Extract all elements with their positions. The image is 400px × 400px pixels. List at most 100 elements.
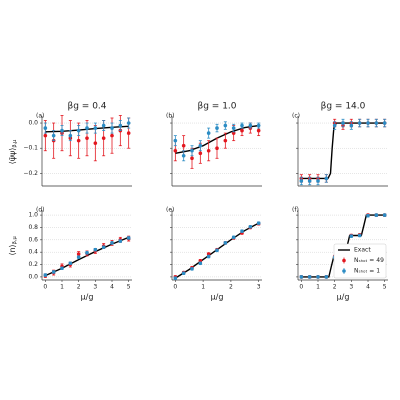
point bbox=[68, 133, 73, 138]
panel-label: (a) bbox=[36, 113, 44, 120]
point bbox=[181, 153, 186, 158]
x-axis-label: μ/g bbox=[337, 293, 350, 302]
point bbox=[366, 121, 370, 125]
point bbox=[324, 275, 329, 279]
x-tick-label: 5 bbox=[127, 284, 131, 291]
point bbox=[93, 126, 98, 130]
point bbox=[299, 275, 304, 279]
legend-label: Exact bbox=[354, 247, 371, 254]
x-axis-label: μ/g bbox=[81, 293, 94, 302]
point bbox=[256, 123, 261, 128]
point bbox=[173, 276, 178, 280]
point bbox=[382, 213, 387, 217]
x-tick-label: 0 bbox=[43, 284, 47, 291]
point bbox=[190, 267, 194, 271]
point bbox=[206, 131, 211, 135]
point bbox=[76, 128, 81, 133]
point bbox=[374, 121, 379, 125]
exact-line bbox=[301, 122, 385, 180]
point bbox=[76, 255, 81, 259]
x-tick-label: 0 bbox=[173, 284, 177, 291]
point bbox=[51, 133, 56, 138]
point bbox=[173, 138, 178, 143]
y-axis-label: ⟨ψ̄ψ⟩β,μ bbox=[8, 139, 18, 165]
point bbox=[181, 271, 186, 276]
point bbox=[126, 131, 131, 135]
x-axis-label: μ/g bbox=[211, 293, 224, 302]
point bbox=[231, 235, 236, 240]
x-tick-label: 2 bbox=[77, 284, 81, 291]
panel-title: βg = 1.0 bbox=[197, 102, 236, 112]
point bbox=[223, 241, 228, 245]
point bbox=[256, 221, 261, 225]
point bbox=[357, 121, 362, 125]
point bbox=[366, 213, 370, 218]
point bbox=[43, 126, 48, 130]
point bbox=[85, 126, 89, 130]
point bbox=[110, 126, 114, 130]
point bbox=[349, 123, 354, 128]
point bbox=[93, 247, 98, 252]
point bbox=[93, 141, 98, 145]
x-tick-label: 3 bbox=[349, 284, 353, 291]
point bbox=[110, 241, 114, 245]
point bbox=[223, 138, 228, 143]
point bbox=[307, 179, 312, 183]
x-tick-label: 0 bbox=[299, 284, 303, 291]
panel-label: (c) bbox=[292, 113, 300, 120]
x-tick-label: 4 bbox=[110, 284, 114, 291]
point bbox=[101, 245, 106, 250]
panel-label: (f) bbox=[292, 207, 299, 214]
y-axis-label: ⟨n⟩β,μ bbox=[8, 236, 18, 256]
point bbox=[60, 266, 64, 271]
point bbox=[206, 254, 211, 259]
point bbox=[198, 143, 203, 148]
point bbox=[68, 261, 73, 266]
point bbox=[316, 179, 320, 183]
point bbox=[382, 121, 387, 125]
point bbox=[248, 225, 253, 229]
point bbox=[324, 176, 329, 181]
point bbox=[349, 234, 354, 238]
point bbox=[85, 136, 89, 140]
point bbox=[173, 148, 178, 153]
y-tick-label: 0.2 bbox=[28, 261, 38, 268]
point bbox=[76, 138, 81, 143]
point bbox=[60, 128, 64, 133]
legend-swatch bbox=[342, 269, 346, 273]
y-tick-label: 0.0 bbox=[28, 273, 38, 280]
y-axis-label-main: ⟨n⟩ bbox=[8, 244, 17, 255]
point bbox=[332, 123, 337, 128]
point bbox=[240, 128, 244, 133]
point bbox=[190, 148, 194, 153]
x-tick-label: 3 bbox=[93, 284, 97, 291]
point bbox=[85, 251, 89, 255]
point bbox=[215, 126, 219, 130]
point bbox=[126, 121, 131, 125]
point bbox=[231, 126, 236, 130]
panel-label: (b) bbox=[166, 113, 175, 120]
point bbox=[223, 123, 228, 128]
x-tick-label: 1 bbox=[201, 284, 205, 291]
y-axis-label-sub: β,μ bbox=[12, 139, 18, 148]
panel-title: βg = 0.4 bbox=[67, 102, 106, 112]
point bbox=[341, 121, 345, 125]
y-tick-label: 0.6 bbox=[28, 236, 38, 243]
point bbox=[374, 213, 379, 217]
point bbox=[357, 233, 362, 238]
legend-label: Nₛₕₒₜ = 1 bbox=[354, 268, 380, 275]
point bbox=[307, 275, 312, 279]
y-axis-label-main: ⟨ψ̄ψ⟩ bbox=[8, 148, 17, 165]
point bbox=[101, 136, 106, 140]
legend-box bbox=[333, 243, 387, 279]
point bbox=[248, 123, 253, 128]
x-tick-label: 4 bbox=[366, 284, 370, 291]
y-tick-label: −0.1 bbox=[23, 145, 38, 152]
point bbox=[299, 179, 304, 183]
point bbox=[240, 123, 244, 128]
legend-swatch bbox=[342, 258, 346, 263]
point bbox=[51, 270, 56, 274]
y-tick-label: 0.8 bbox=[28, 224, 38, 231]
point bbox=[256, 128, 261, 133]
x-tick-label: 2 bbox=[333, 284, 337, 291]
